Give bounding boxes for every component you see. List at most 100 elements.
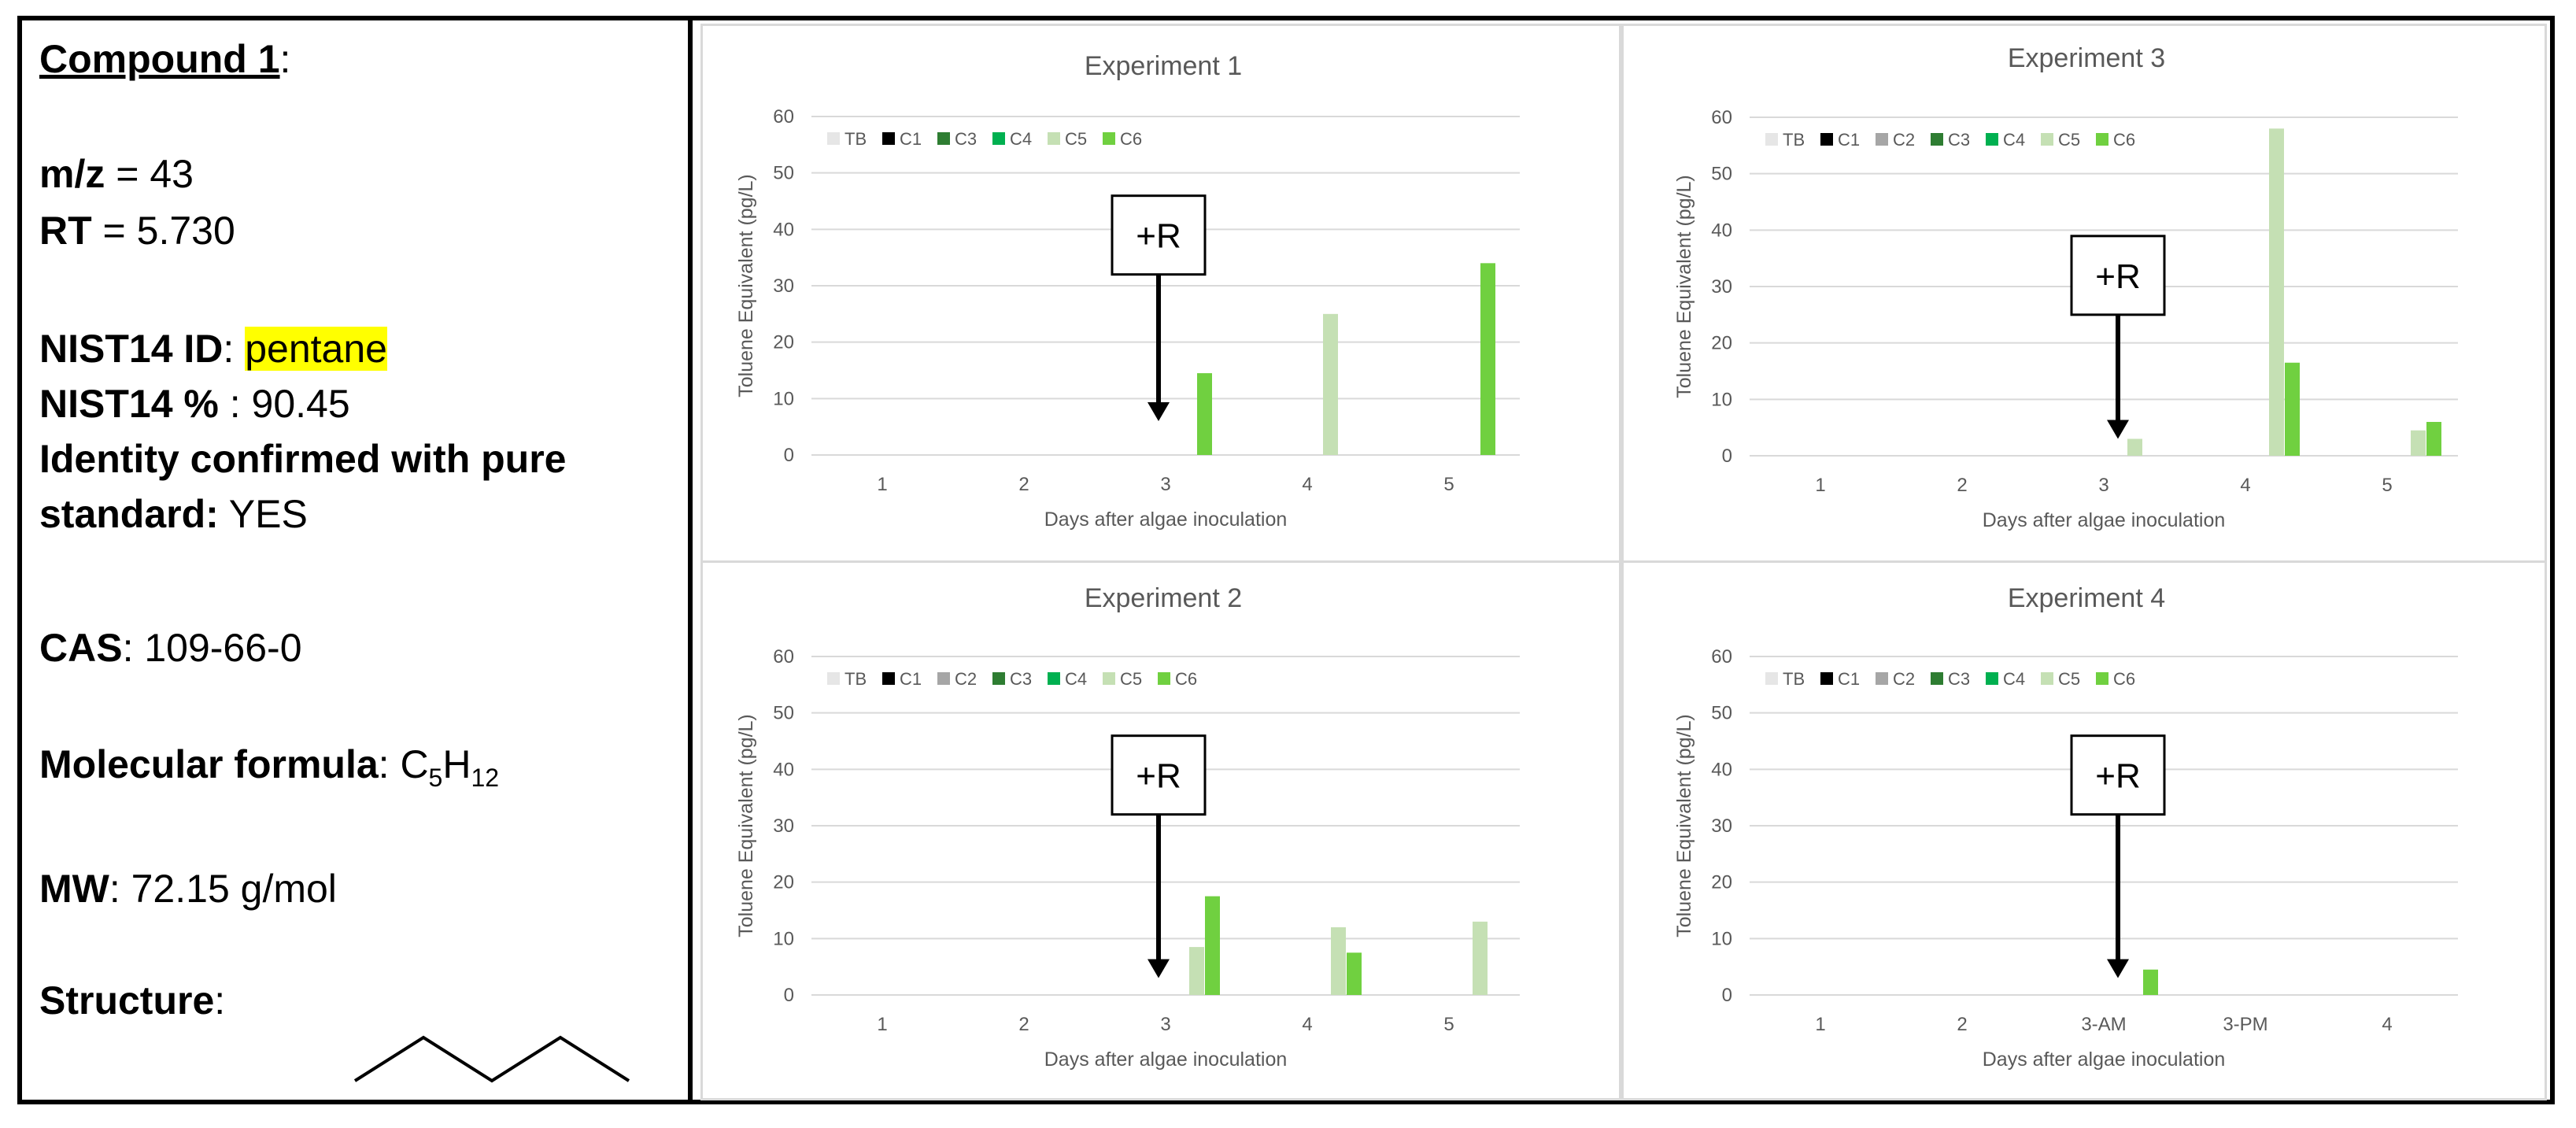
legend-label: C5: [2058, 130, 2080, 150]
y-tick-label: 30: [1711, 815, 1732, 837]
legend-label: C2: [1893, 669, 1915, 689]
y-tick-label: 60: [773, 106, 794, 128]
legend-label: C2: [1893, 130, 1915, 150]
x-tick-label: 1: [877, 1014, 887, 1035]
chart-title: Experiment 3: [2008, 43, 2165, 73]
x-tick-label: 3: [1160, 474, 1170, 495]
x-tick-label: 3-AM: [2081, 1014, 2126, 1035]
legend-label: C3: [955, 129, 977, 149]
legend-label: TB: [844, 129, 867, 149]
y-tick-label: 20: [1711, 872, 1732, 893]
legend-label: C6: [1175, 669, 1197, 689]
bar-c5: [1189, 947, 1204, 995]
x-tick-label: 4: [2382, 1014, 2392, 1035]
x-tick-label: 1: [1815, 1014, 1825, 1035]
chart-title: Experiment 1: [1085, 51, 1242, 81]
formula-value: C5H12: [400, 742, 500, 792]
compound-info-panel: Compound 1: m/z = 43 RT = 5.730 NIST14 I…: [39, 30, 669, 1085]
y-tick-label: 10: [1711, 928, 1732, 949]
legend-label: C5: [1120, 669, 1142, 689]
y-axis-label: Toluene Equivalent (pg/L): [1673, 714, 1695, 938]
identity-line-2: standard: YES: [39, 490, 308, 538]
y-axis-label: Toluene Equivalent (pg/L): [735, 174, 757, 398]
y-tick-label: 20: [773, 872, 794, 893]
legend-swatch: [937, 132, 950, 145]
y-tick-label: 30: [1711, 276, 1732, 298]
structure-label: Structure: [39, 978, 215, 1023]
bar-c5: [1323, 313, 1338, 455]
legend-swatch: [1765, 133, 1778, 146]
compound-title: Compound 1: [39, 37, 280, 81]
legend-label: C2: [955, 669, 977, 689]
bar-c5: [1331, 927, 1346, 995]
legend-swatch: [2096, 133, 2108, 146]
legend-label: C4: [2003, 669, 2025, 689]
y-tick-label: 50: [1711, 164, 1732, 185]
legend-swatch: [1820, 133, 1833, 146]
x-tick-label: 4: [1302, 1014, 1312, 1035]
legend-label: TB: [844, 669, 867, 689]
legend-label: C4: [2003, 130, 2025, 150]
x-tick-label: 5: [2382, 475, 2392, 496]
y-tick-label: 60: [1711, 107, 1732, 128]
bar-c6: [1480, 263, 1495, 455]
nist-id-label: NIST14 ID: [39, 327, 224, 371]
bar-c6: [2285, 362, 2300, 456]
x-tick-label: 2: [1018, 474, 1029, 495]
legend-swatch: [827, 132, 840, 145]
legend-swatch: [1876, 133, 1888, 146]
mz-value: = 43: [105, 152, 194, 196]
mw-line: MW: 72.15 g/mol: [39, 864, 337, 913]
y-tick-label: 60: [773, 646, 794, 668]
bar-c5: [2411, 430, 2426, 456]
legend-swatch: [1048, 672, 1060, 685]
legend-swatch: [2041, 672, 2053, 685]
legend-label: C6: [2113, 130, 2135, 150]
annotation-label: +R: [1136, 217, 1181, 256]
y-tick-label: 40: [773, 759, 794, 780]
mw-value: : 72.15 g/mol: [109, 867, 337, 911]
identity-label: standard:: [39, 492, 219, 536]
x-axis-label: Days after algae inoculation: [1983, 509, 2226, 531]
pentane-structure-icon: [353, 1035, 630, 1083]
legend-label: C1: [900, 129, 922, 149]
legend-swatch: [2041, 133, 2053, 146]
legend-swatch: [1048, 132, 1060, 145]
formula-line: Molecular formula: C5H12: [39, 742, 500, 792]
identity-line-1: Identity confirmed with pure: [39, 437, 567, 481]
annotation-box: [2070, 734, 2166, 816]
y-tick-label: 10: [1711, 389, 1732, 410]
chart-svg: Experiment 3 0 10 20 30 40 50 60 1 2 3 4 5 Days after…: [1673, 43, 2458, 531]
mz-line: m/z = 43: [39, 150, 194, 198]
nist-pct-line: NIST14 % : 90.45: [39, 379, 350, 428]
legend-swatch: [1103, 132, 1115, 145]
legend-label: C3: [1010, 669, 1032, 689]
x-tick-label: 5: [1443, 474, 1454, 495]
outer-frame: [17, 16, 2555, 1104]
legend-swatch: [992, 132, 1005, 145]
y-tick-label: 0: [1722, 985, 1732, 1006]
nist-pct-label: NIST14 %: [39, 382, 219, 426]
x-tick-label: 3: [1160, 1014, 1170, 1035]
y-tick-label: 50: [773, 163, 794, 184]
legend-swatch: [1931, 672, 1943, 685]
cas-line: CAS: 109-66-0: [39, 623, 302, 672]
legend-swatch: [2096, 672, 2108, 685]
legend-label: C1: [1838, 669, 1860, 689]
bar-c6: [1205, 896, 1220, 995]
arrow-head-icon: [1148, 959, 1170, 978]
cas-value: : 109-66-0: [122, 626, 302, 670]
y-tick-label: 40: [773, 219, 794, 240]
y-tick-label: 10: [773, 388, 794, 409]
x-axis-label: Days after algae inoculation: [1044, 509, 1288, 531]
chart-experiment-3: Experiment 3 0 10 20 30 40 50 60 1 2 3 4 5 Days after…: [1621, 24, 2547, 563]
bar-c6: [2143, 969, 2158, 995]
bar-c5: [2127, 438, 2142, 456]
legend-swatch: [1158, 672, 1170, 685]
mw-label: MW: [39, 867, 109, 911]
legend-label: C3: [1948, 669, 1970, 689]
y-tick-label: 50: [773, 703, 794, 724]
x-tick-label: 3-PM: [2223, 1014, 2267, 1035]
legend-label: TB: [1783, 130, 1805, 150]
legend-swatch: [1986, 133, 1998, 146]
